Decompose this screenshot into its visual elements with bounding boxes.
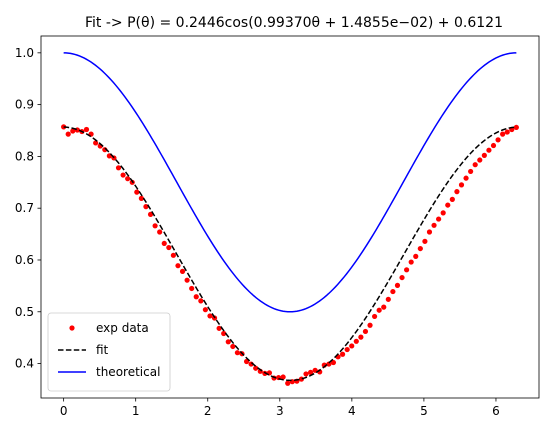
data-point: [504, 129, 510, 135]
data-point: [394, 282, 401, 288]
x-tick-label: 4: [348, 404, 356, 418]
data-point: [376, 307, 382, 313]
legend: exp data fit theoretical: [47, 312, 171, 392]
x-tick-label: 6: [492, 404, 500, 418]
series-layer: [61, 52, 519, 386]
data-point: [65, 131, 71, 137]
legend-label-exp-data: exp data: [96, 321, 149, 335]
data-point: [417, 245, 423, 252]
y-tick-label: 0.9: [15, 98, 34, 112]
data-point: [179, 268, 186, 274]
data-point: [225, 339, 231, 345]
data-point: [468, 168, 474, 175]
data-point: [166, 244, 172, 251]
data-point: [490, 142, 497, 149]
data-point: [198, 298, 204, 304]
data-point: [207, 313, 213, 319]
data-point: [157, 229, 163, 235]
chart-title: Fit -> P(θ) = 0.2446cos(0.99370θ + 1.485…: [85, 15, 503, 31]
legend-marker-exp-data: [69, 325, 75, 331]
data-point: [134, 189, 140, 195]
data-point: [230, 343, 236, 350]
data-point: [381, 304, 387, 310]
y-axis: 0.4 0.5 0.6 0.7 0.8 0.9 1.0: [15, 46, 41, 371]
data-point: [399, 274, 405, 281]
data-point: [147, 211, 154, 218]
data-point: [454, 189, 460, 195]
data-point: [234, 350, 241, 356]
data-point: [458, 182, 465, 188]
series-line-theoretical: [63, 52, 517, 313]
y-tick-label: 1.0: [15, 46, 34, 60]
data-point: [307, 369, 314, 375]
y-tick-label: 0.7: [15, 201, 34, 215]
data-point: [253, 365, 259, 371]
x-tick-label: 1: [132, 404, 140, 418]
series-line-fit: [63, 126, 517, 382]
data-point: [221, 330, 227, 337]
x-tick-label: 3: [276, 404, 284, 418]
data-point: [477, 157, 483, 163]
data-point: [408, 259, 414, 265]
y-tick-label: 0.5: [15, 305, 34, 319]
data-point: [280, 374, 286, 380]
data-point: [70, 128, 76, 134]
data-point: [120, 172, 126, 178]
data-point: [152, 223, 158, 229]
legend-label-theoretical: theoretical: [96, 365, 160, 379]
y-tick-label: 0.4: [15, 357, 34, 371]
data-point: [422, 238, 428, 244]
data-point: [385, 296, 391, 302]
data-point: [426, 229, 433, 235]
data-point: [93, 140, 99, 146]
data-point: [303, 371, 309, 377]
data-point: [344, 346, 350, 353]
data-point: [463, 175, 469, 181]
data-point: [61, 124, 67, 130]
x-tick-label: 0: [60, 404, 68, 418]
x-axis: 0 1 2 3 4 5 6: [60, 398, 500, 418]
data-point: [486, 147, 492, 153]
x-tick-label: 2: [204, 404, 212, 418]
legend-label-fit: fit: [96, 343, 109, 357]
data-point: [189, 285, 195, 292]
data-point: [125, 176, 131, 182]
data-point: [431, 222, 437, 228]
data-point: [161, 240, 167, 247]
data-point: [436, 216, 442, 222]
data-point: [372, 313, 378, 320]
data-point: [202, 307, 208, 313]
data-point: [339, 351, 346, 357]
data-point: [367, 322, 373, 328]
data-point: [349, 343, 355, 349]
data-point: [449, 196, 455, 202]
x-tick-label: 5: [420, 404, 428, 418]
data-point: [358, 334, 364, 340]
data-point: [175, 263, 181, 269]
data-point: [481, 152, 487, 158]
data-point: [115, 165, 122, 171]
data-point: [193, 294, 199, 300]
data-point: [362, 328, 369, 335]
data-point: [170, 252, 176, 258]
y-tick-label: 0.6: [15, 253, 34, 267]
data-point: [513, 124, 519, 131]
data-point: [184, 277, 190, 283]
data-point: [404, 267, 410, 273]
data-point: [138, 195, 144, 201]
data-point: [500, 131, 506, 137]
data-point: [330, 359, 337, 366]
data-point: [285, 380, 291, 386]
data-point: [495, 137, 501, 143]
data-point: [326, 361, 332, 367]
data-point: [413, 253, 419, 259]
data-point: [440, 210, 446, 216]
y-tick-label: 0.8: [15, 149, 34, 163]
data-point: [390, 288, 396, 295]
data-point: [472, 162, 478, 168]
data-point: [445, 202, 451, 208]
data-point: [83, 126, 90, 133]
data-point: [353, 338, 359, 344]
